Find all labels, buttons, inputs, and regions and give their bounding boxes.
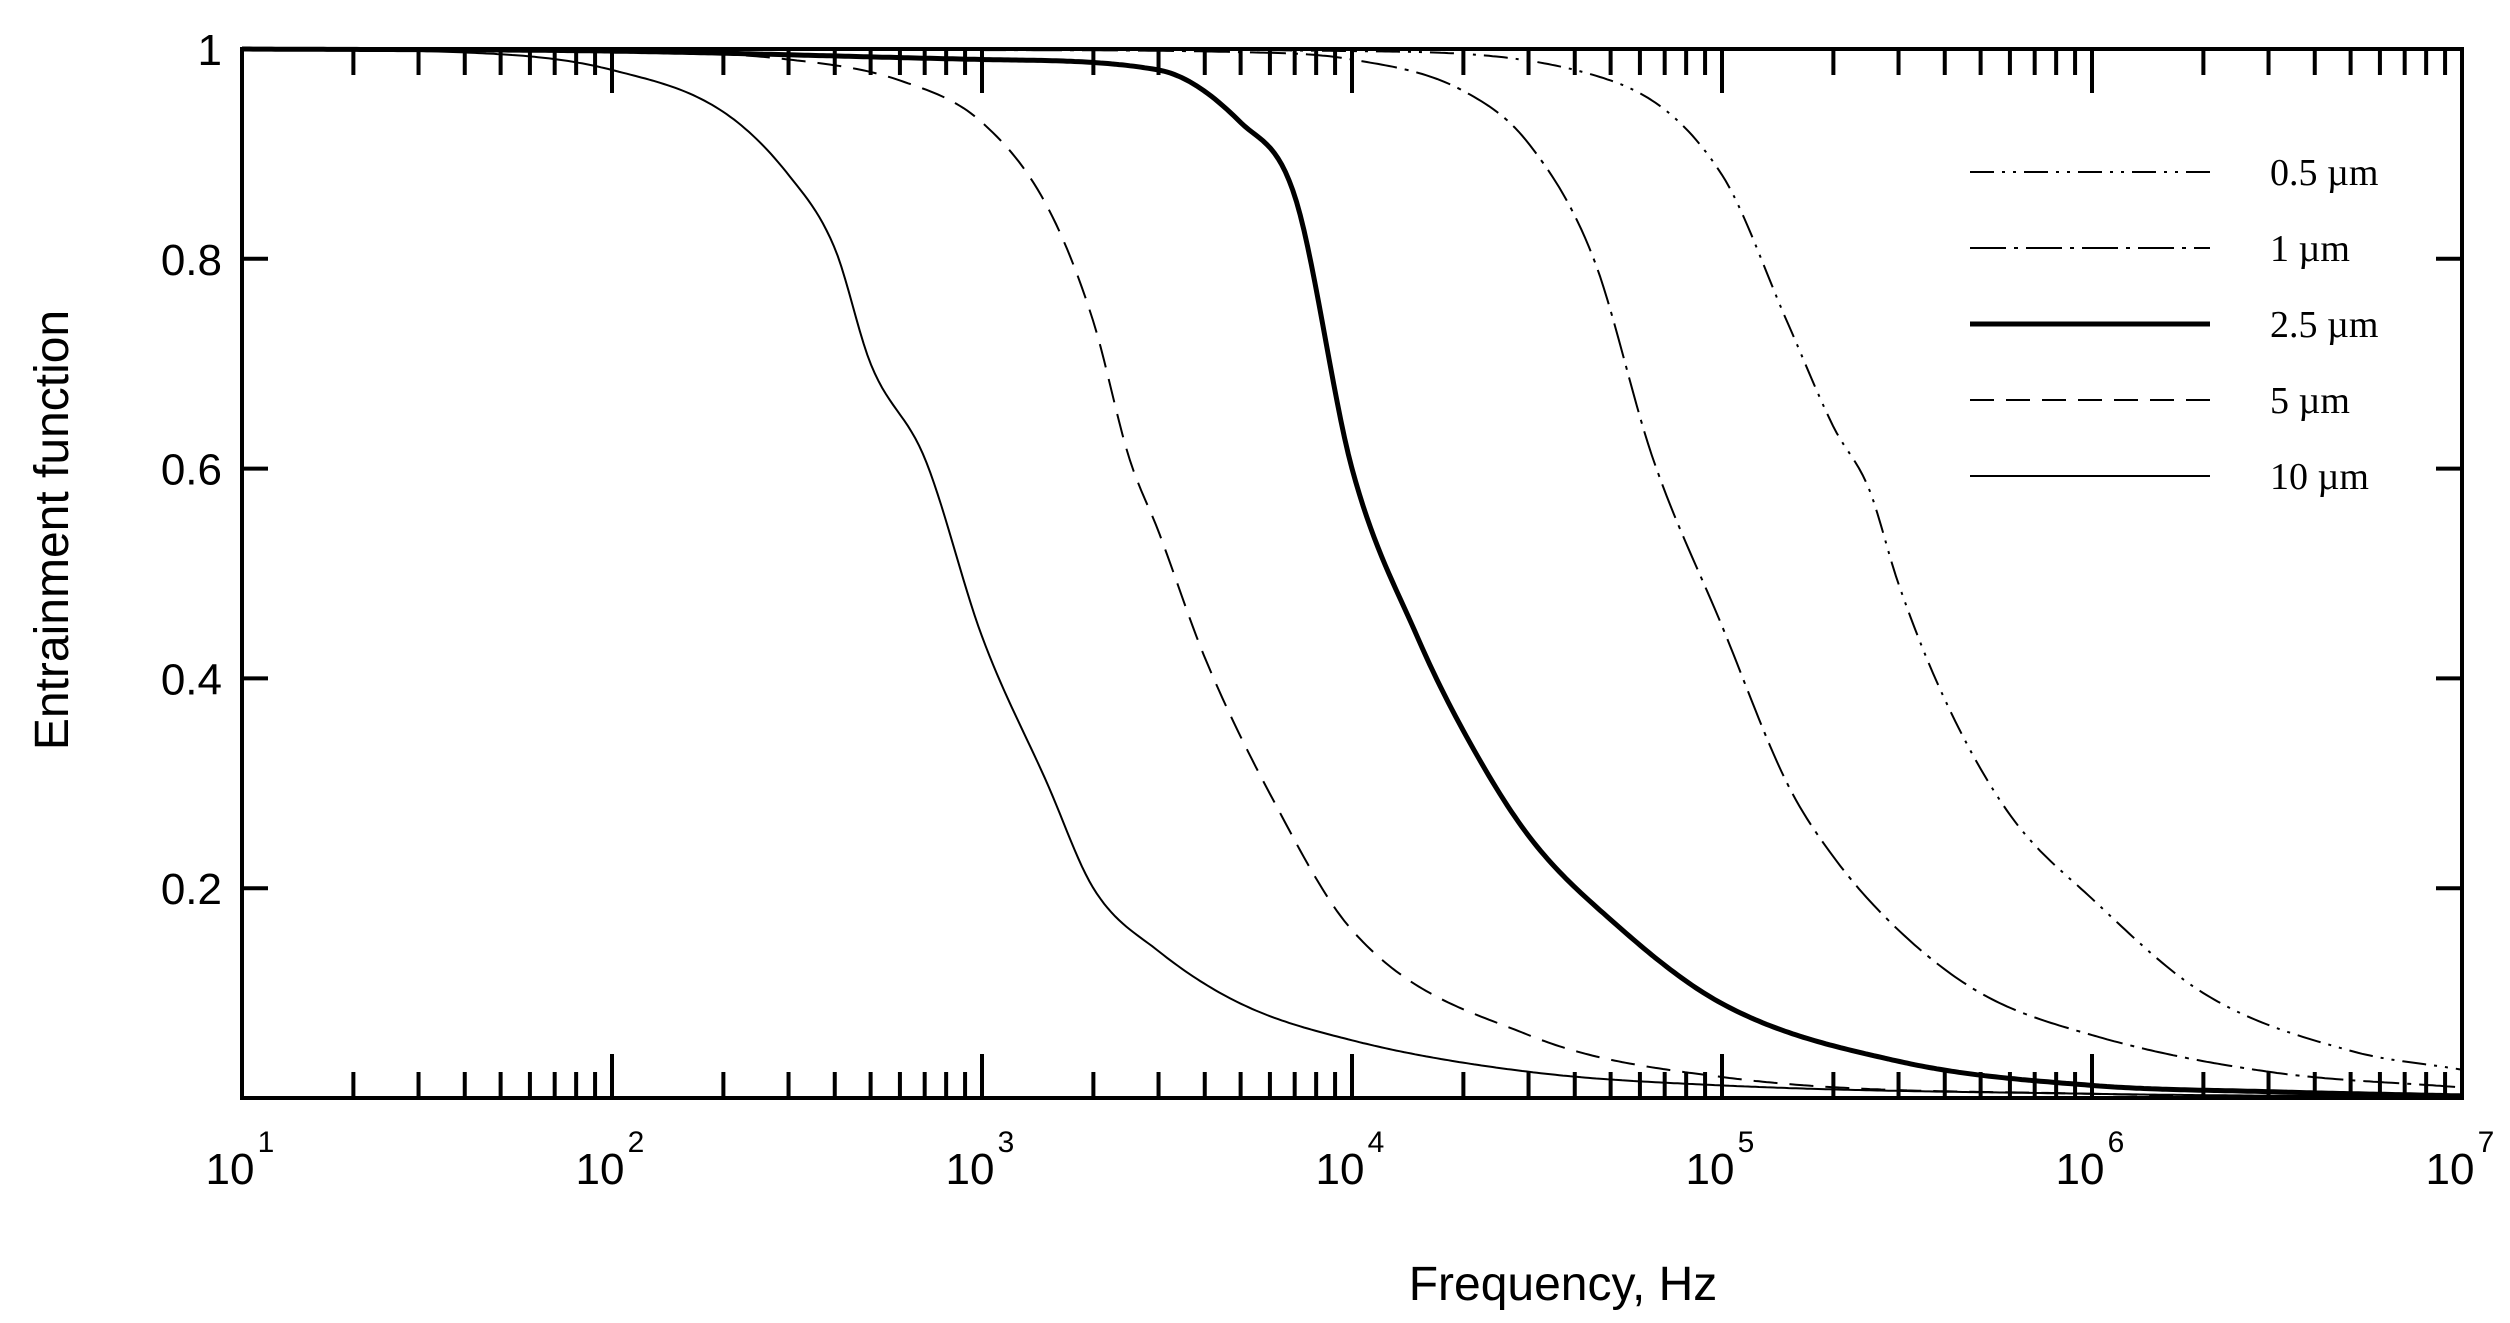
x-tick-label: 105 — [1686, 1126, 1755, 1194]
x-tick-exponent: 1 — [258, 1126, 275, 1159]
x-axis-title: Frequency, Hz — [1409, 1258, 1718, 1311]
x-tick-label: 101 — [206, 1126, 275, 1194]
x-tick-exponent: 2 — [628, 1126, 645, 1159]
legend-item: 2.5 µm — [1970, 304, 2378, 346]
legend-item: 0.5 µm — [1970, 152, 2378, 194]
series-line-4 — [241, 48, 2463, 1098]
y-tick-label: 0.2 — [161, 865, 222, 914]
x-tick-label: 104 — [1316, 1126, 1385, 1194]
series-line-1 — [242, 48, 2463, 1089]
y-tick-labels: 0.2 0.4 0.6 0.8 1 — [161, 26, 222, 914]
legend-item: 5 µm — [1970, 380, 2350, 422]
x-tick-base: 10 — [1686, 1145, 1735, 1194]
y-tick-label: 1 — [198, 26, 222, 75]
plot-lines — [241, 46, 2463, 1099]
y-tick-label: 0.8 — [161, 236, 222, 285]
y-tick-label: 0.6 — [161, 446, 222, 495]
x-tick-exponent: 5 — [1738, 1126, 1755, 1159]
legend-item: 10 µm — [1970, 456, 2369, 498]
x-tick-base: 10 — [946, 1145, 995, 1194]
y-tick-label: 0.4 — [161, 655, 222, 704]
legend-item: 1 µm — [1970, 228, 2350, 270]
x-tick-label: 107 — [2426, 1126, 2495, 1194]
x-tick-exponent: 3 — [998, 1126, 1015, 1159]
legend-label: 10 µm — [2270, 456, 2369, 498]
series-line-2 — [242, 46, 2463, 1099]
x-tick-exponent: 6 — [2108, 1126, 2125, 1159]
legend-label: 1 µm — [2270, 228, 2350, 270]
legend-label: 0.5 µm — [2270, 152, 2378, 194]
series-line-0 — [242, 48, 2463, 1071]
x-tick-label: 103 — [946, 1126, 1015, 1194]
y-axis-title: Entrainment function — [26, 310, 79, 750]
x-tick-label: 102 — [576, 1126, 645, 1194]
legend: 0.5 µm 1 µm 2.5 µm 5 µm 10 µm — [1970, 152, 2378, 498]
legend-label: 2.5 µm — [2270, 304, 2378, 346]
x-tick-base: 10 — [576, 1145, 625, 1194]
x-tick-label: 106 — [2056, 1126, 2125, 1194]
x-tick-exponent: 7 — [2478, 1126, 2495, 1159]
plot-frame — [240, 47, 2464, 1100]
x-tick-base: 10 — [2426, 1145, 2475, 1194]
axis-ticks — [242, 47, 2462, 1098]
series-line-3 — [242, 48, 2463, 1098]
legend-label: 5 µm — [2270, 380, 2350, 422]
x-tick-base: 10 — [206, 1145, 255, 1194]
x-tick-exponent: 4 — [1368, 1126, 1385, 1159]
x-tick-base: 10 — [1316, 1145, 1365, 1194]
x-tick-base: 10 — [2056, 1145, 2105, 1194]
